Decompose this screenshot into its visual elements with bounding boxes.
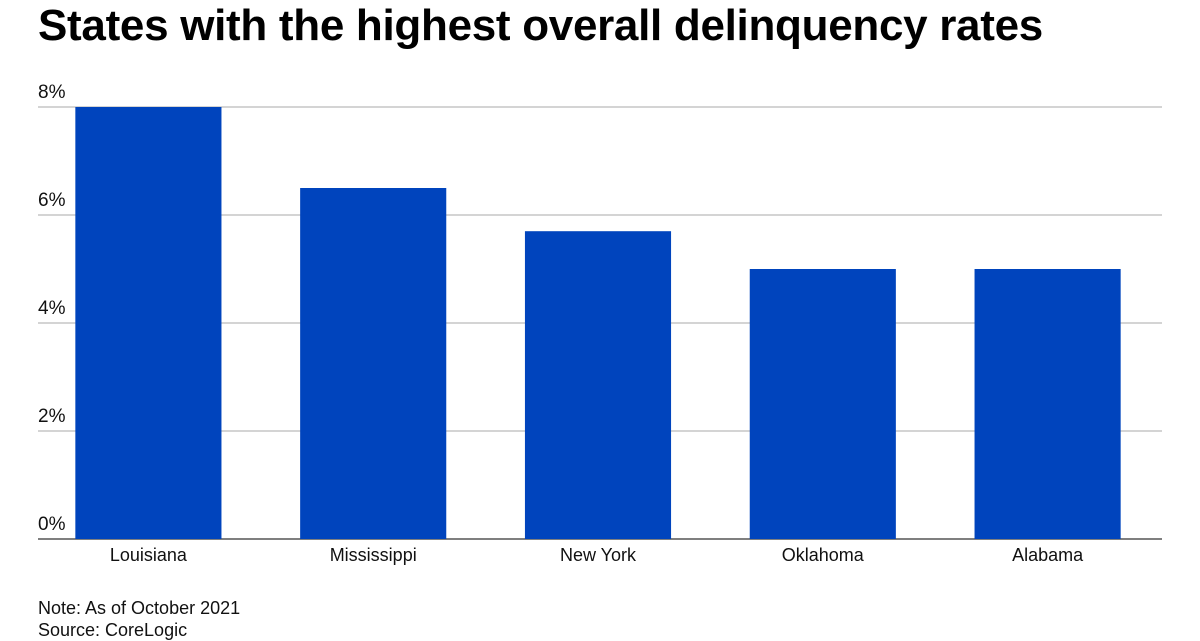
bar: [524, 231, 672, 539]
bar: [300, 188, 447, 539]
x-tick-label: Alabama: [1012, 545, 1084, 565]
bar: [974, 269, 1121, 539]
x-tick-label: Mississippi: [330, 545, 417, 565]
y-tick-label: 0%: [38, 514, 66, 535]
chart-source: Source: CoreLogic: [38, 620, 188, 640]
x-tick-label: Oklahoma: [782, 545, 865, 565]
bar: [75, 107, 222, 539]
chart-title: States with the highest overall delinque…: [38, 1, 1043, 50]
bars: [75, 107, 1121, 539]
chart-note: Note: As of October 2021: [38, 598, 241, 618]
y-tick-label: 8%: [38, 82, 66, 103]
y-tick-label: 6%: [38, 190, 66, 211]
y-tick-label: 2%: [38, 406, 66, 427]
axis-labels: 0% 2% 4% 6% 8% Louisiana Mississippi New York Ok…: [38, 82, 1084, 565]
y-tick-label: 4%: [38, 298, 66, 319]
x-tick-label: New York: [560, 545, 637, 565]
bar: [749, 269, 896, 539]
x-tick-label: Louisiana: [110, 545, 188, 565]
